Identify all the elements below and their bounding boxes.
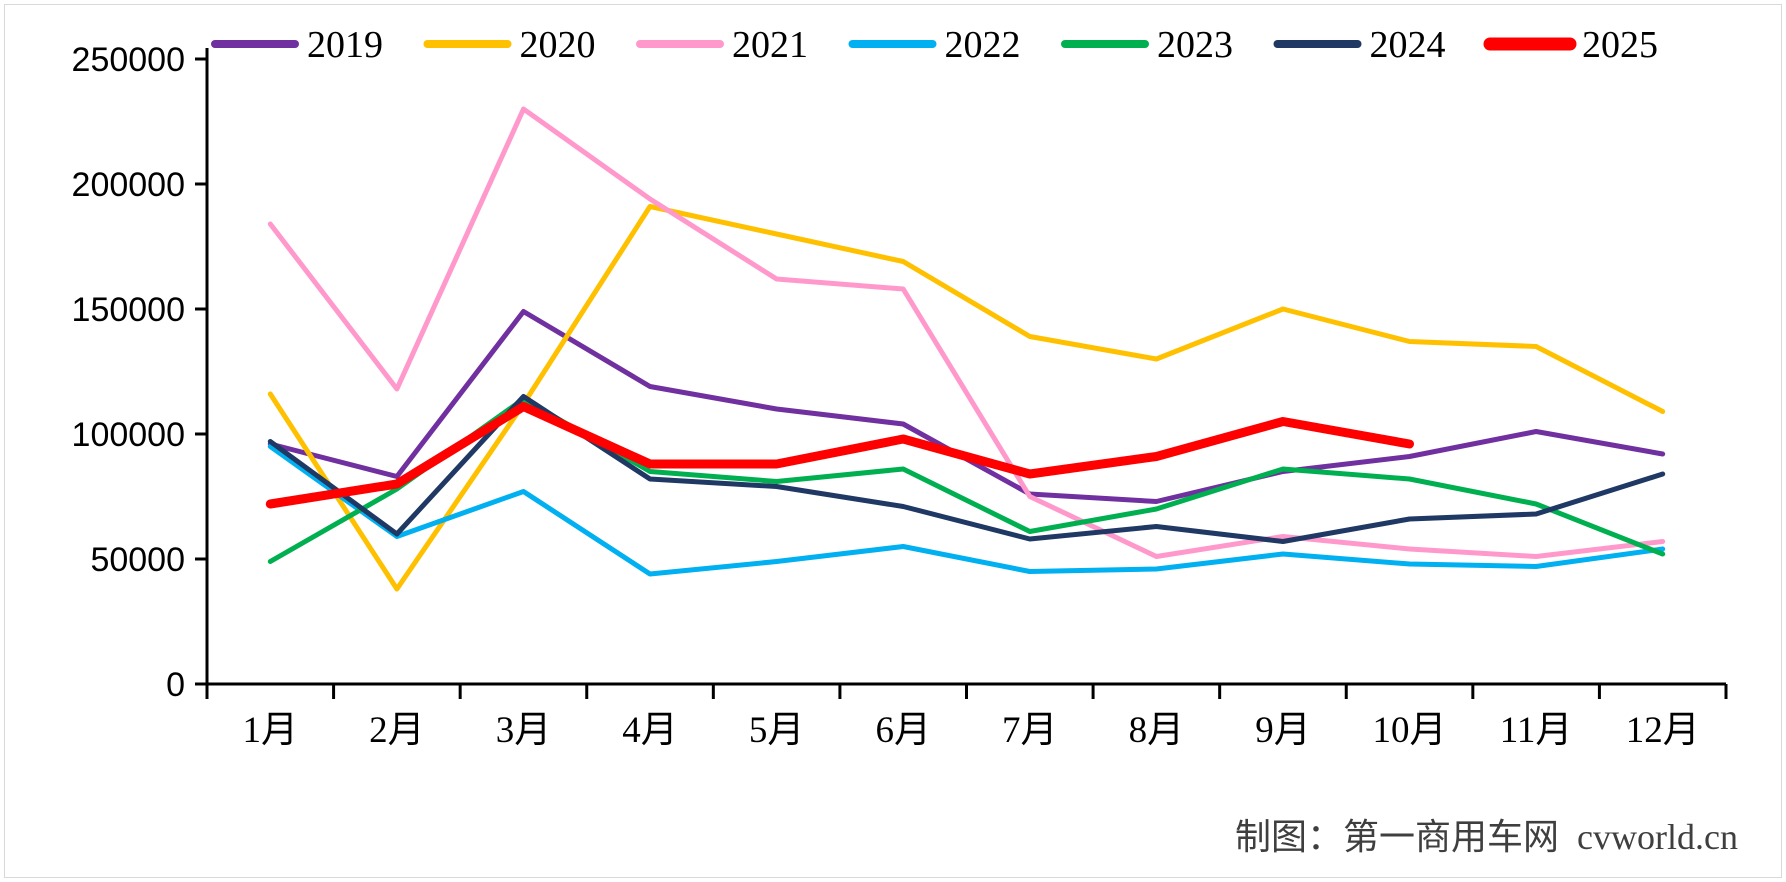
x-axis-month-label: 12月: [1626, 710, 1700, 751]
legend-label-2020: 2020: [520, 24, 596, 66]
y-axis-tick-label: 0: [166, 666, 185, 704]
series-line-2021: [267, 106, 1666, 559]
x-axis-month-label: 3月: [496, 710, 552, 751]
x-axis-month-label: 1月: [243, 710, 299, 751]
x-axis-month-label: 7月: [1002, 710, 1058, 751]
y-axis-tick-label: 50000: [90, 541, 185, 579]
legend-label-2025: 2025: [1582, 24, 1658, 66]
series-line-2025: [265, 402, 1414, 509]
legend-label-2023: 2023: [1157, 24, 1233, 66]
chart-credit-text: 制图：第一商用车网 cvworld.cn: [1235, 817, 1738, 857]
series-line-2022: [267, 444, 1666, 577]
legend-label-2021: 2021: [732, 24, 808, 66]
x-axis-month-label: 10月: [1373, 710, 1447, 751]
x-axis-month-label: 9月: [1255, 710, 1311, 751]
y-axis-tick-label: 100000: [72, 416, 185, 454]
x-axis-month-label: 11月: [1500, 710, 1573, 751]
x-axis-month-label: 4月: [622, 710, 678, 751]
x-axis-month-label: 6月: [875, 710, 931, 751]
y-axis-tick-label: 150000: [72, 291, 185, 329]
x-axis-month-label: 8月: [1129, 710, 1185, 751]
legend-label-2022: 2022: [945, 24, 1021, 66]
series-line-2023: [267, 396, 1666, 564]
legend-label-2024: 2024: [1370, 24, 1446, 66]
x-axis-month-label: 2月: [369, 710, 425, 751]
legend-label-2019: 2019: [307, 24, 383, 66]
series-line-2020: [267, 204, 1666, 592]
y-axis-tick-label: 200000: [72, 166, 185, 204]
x-axis-month-label: 5月: [749, 710, 805, 751]
y-axis-tick-label: 250000: [72, 41, 185, 79]
